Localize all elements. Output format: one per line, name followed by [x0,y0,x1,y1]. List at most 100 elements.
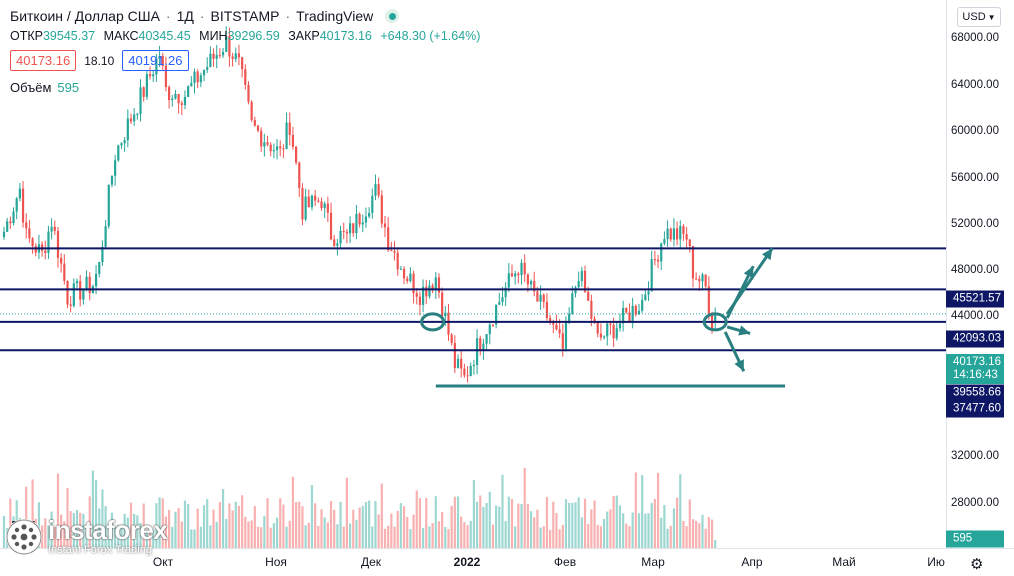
high-label: МАКС [103,29,139,43]
candle-body [142,87,145,97]
instaforex-tagline: Instant Forex Trading [48,544,152,556]
volume-bar [333,509,336,548]
candle-body [69,304,72,306]
candle-body [628,312,631,322]
volume-bar [193,529,196,548]
candle-body [215,55,218,59]
candle-body [75,281,79,284]
x-tick: Мар [641,555,665,569]
arrow-up-head [743,266,754,279]
volume-bar [593,500,596,548]
volume-bar [685,526,688,548]
candle-body [536,291,539,302]
y-tick: 64000.00 [951,79,999,91]
separator-dot: · [165,8,171,24]
candle-body [110,175,114,185]
candle-body [488,324,491,335]
volume-bar [599,526,602,548]
volume-bar [218,502,221,548]
candle-body [231,56,234,60]
volume-bar [555,513,558,548]
volume-bar [390,513,393,548]
volume-bar [371,526,374,548]
volume-bar [558,529,561,548]
volume-bar [380,483,383,548]
volume-bar [285,526,288,548]
volume-bar [602,519,606,548]
close-label: ЗАКР [288,29,320,43]
volume-bar [101,489,104,548]
candle-body [415,293,418,297]
volume-bar [606,511,609,548]
volume-bar [396,510,399,548]
candle-body [501,297,504,303]
volume-bar [234,501,237,548]
currency-label: USD [962,11,986,23]
candle-body [618,323,622,329]
candle-body [187,86,190,98]
volume-bar [622,513,625,548]
candle-body [704,274,707,287]
candle-body [272,150,275,152]
currency-select[interactable]: USD ▼ [957,7,1001,27]
candle-body [647,291,650,295]
sell-price-button[interactable]: 40173.16 [10,50,77,71]
volume-bar [596,524,599,548]
low-label: МИН [199,29,228,43]
volume-bar [304,525,307,548]
candle-body [425,286,428,297]
x-tick: Апр [741,555,763,569]
candle-body [228,36,231,57]
y-tick: 44000.00 [951,310,999,322]
candle-body [2,231,6,238]
volume-bar [691,519,695,548]
symbol-name[interactable]: Биткоин / Доллар США [10,8,160,24]
candlestick-chart[interactable] [0,0,946,548]
candle-body [622,308,625,324]
interval-label[interactable]: 1Д [176,8,194,24]
candle-body [606,323,609,337]
volume-bar [275,517,279,548]
volume-bar [701,514,704,548]
arrow-up [725,247,774,315]
volume-legend[interactable]: Объём 595 [10,80,485,95]
candle-body [358,213,361,225]
volume-bar [117,524,120,548]
candle-body [56,230,60,258]
ohlc-values: ОТКР39545.37 МАКС40345.45 МИН39296.59 ЗА… [10,29,485,43]
x-tick: Фев [553,555,577,569]
settings-gear-icon[interactable]: ⚙ [970,556,984,573]
volume-bar [529,511,533,548]
candle-body [542,294,545,302]
volume-bar [637,513,641,548]
volume-bar [53,526,56,548]
volume-bar [523,467,526,548]
volume-bar [244,516,247,548]
candle-body [361,222,364,225]
volume-bar [253,505,256,548]
candle-body [517,273,520,276]
buy-price-button[interactable]: 40191.26 [122,50,189,71]
volume-bar [656,472,660,548]
volume-bar [663,504,666,548]
y-tick: 52000.00 [951,218,999,230]
volume-bar [571,502,574,548]
candle-body [460,358,463,369]
high-value: 40345.45 [138,29,191,43]
volume-bar [123,513,126,548]
volume-bar [707,517,710,548]
candle-body [117,145,120,161]
candle-body [380,195,383,224]
candle-body [450,334,453,343]
volume-bar [475,501,479,548]
volume-bar [345,477,348,548]
symbol-title[interactable]: Биткоин / Доллар США · 1Д · BITSTAMP · T… [10,8,485,24]
open-value: 39545.37 [42,29,96,43]
volume-bar [63,521,66,548]
candle-body [164,65,168,88]
y-tick: 56000.00 [951,172,999,184]
candle-body [529,281,533,285]
candle-body [129,118,133,122]
volume-bar [425,497,428,548]
volume-bar [206,499,209,548]
